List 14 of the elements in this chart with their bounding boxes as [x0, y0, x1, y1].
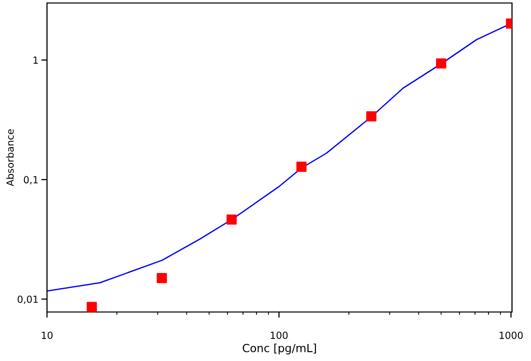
point: [436, 58, 446, 68]
y-tick-label: 0,01: [18, 296, 38, 304]
y-axis-title: Absorbance: [6, 129, 14, 186]
point: [296, 162, 307, 172]
point: [226, 214, 237, 225]
point: [86, 302, 97, 312]
x-tick-label: 100: [270, 332, 288, 339]
x-tick-label: 10: [42, 332, 53, 339]
x-axis-title: Conc [pg/mL]: [242, 344, 316, 354]
y-tick-label: 0,1: [24, 176, 38, 184]
x-tick-label: 1000: [500, 332, 523, 339]
y-tick-label: 1: [34, 56, 38, 64]
point: [366, 111, 376, 122]
point: [156, 272, 167, 284]
